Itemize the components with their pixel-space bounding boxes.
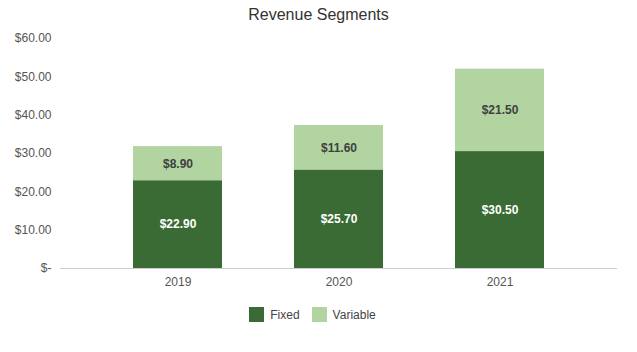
svg-text:2021: 2021 <box>487 275 514 289</box>
html-text:Revenue Segments: Revenue Segments <box>248 6 389 23</box>
svg-text:$20.00: $20.00 <box>15 185 52 199</box>
svg-text:$10.00: $10.00 <box>15 223 52 237</box>
svg-text:$30.50: $30.50 <box>482 203 519 217</box>
svg-text:$30.00: $30.00 <box>15 146 52 160</box>
svg-text:$50.00: $50.00 <box>15 70 52 84</box>
svg-text:$60.00: $60.00 <box>15 31 52 45</box>
svg-text:$22.90: $22.90 <box>160 217 197 231</box>
html-text:Variable: Variable <box>332 307 376 322</box>
svg-text:2020: 2020 <box>326 275 353 289</box>
svg-text:$40.00: $40.00 <box>15 108 52 122</box>
svg-text:$-: $- <box>41 261 52 275</box>
svg-text:2019: 2019 <box>165 275 192 289</box>
svg-text:$11.60: $11.60 <box>321 141 357 155</box>
html-text:Fixed: Fixed <box>270 307 300 322</box>
svg-text:$25.70: $25.70 <box>321 212 358 226</box>
svg-text:$8.90: $8.90 <box>163 156 193 170</box>
svg-text:$21.50: $21.50 <box>482 103 519 117</box>
